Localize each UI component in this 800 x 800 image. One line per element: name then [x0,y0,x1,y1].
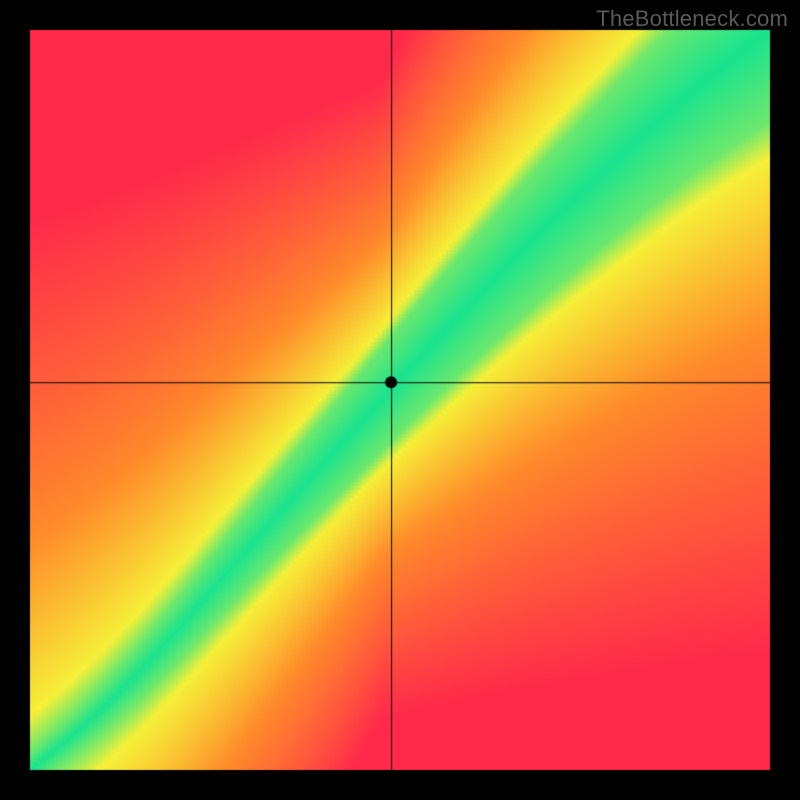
bottleneck-heatmap-container: TheBottleneck.com [0,0,800,800]
bottleneck-heatmap-canvas [0,0,800,800]
watermark-text: TheBottleneck.com [596,6,788,32]
